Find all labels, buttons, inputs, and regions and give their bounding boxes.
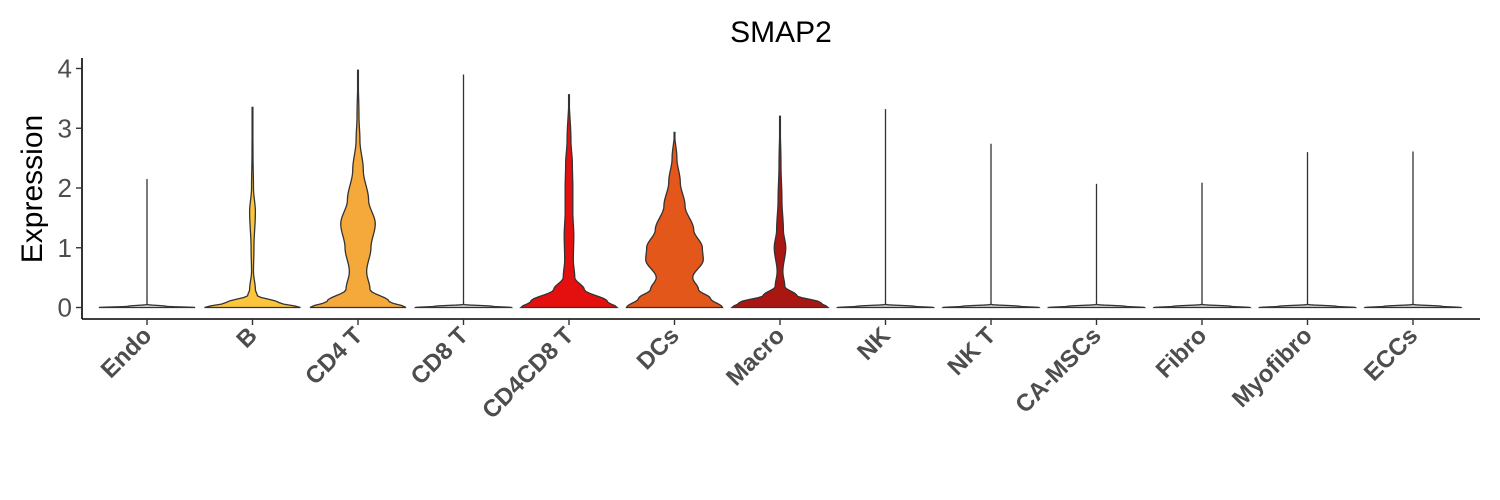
x-tick-label: CD4CD8 T xyxy=(477,322,579,424)
x-tick-label: B xyxy=(231,322,262,353)
violin-endo xyxy=(98,303,196,309)
x-tick-label: Macro xyxy=(721,322,790,391)
x-tick-label: CA-MSCs xyxy=(1010,322,1106,418)
violin-myofibro xyxy=(1257,303,1358,309)
y-tick-label: 2 xyxy=(58,173,72,203)
y-axis-label: Expression xyxy=(16,115,49,263)
violin-dcs xyxy=(625,131,724,309)
x-tick-label: ECCs xyxy=(1359,322,1423,386)
violin-macro xyxy=(730,115,830,309)
x-tick-label: DCs xyxy=(632,322,685,375)
x-tick-label: NK T xyxy=(943,322,1002,381)
violin-eccs xyxy=(1363,303,1463,309)
violin-b xyxy=(204,106,301,309)
violin-nk xyxy=(835,303,936,309)
violin-cd4cd8-t xyxy=(519,94,619,309)
violin-cd8-t xyxy=(413,303,514,309)
violin-group xyxy=(98,69,1463,309)
y-tick-label: 0 xyxy=(58,293,72,323)
y-tick-label: 1 xyxy=(58,233,72,263)
violin-ca-mscs xyxy=(1046,303,1147,309)
x-tick-label: CD8 T xyxy=(406,322,474,390)
x-tick-label: Myofibro xyxy=(1227,322,1318,413)
y-tick-label: 3 xyxy=(58,113,72,143)
x-tick-label: CD4 T xyxy=(300,322,368,390)
x-tick-label: Endo xyxy=(96,322,158,384)
x-tick-label: NK xyxy=(852,322,896,366)
y-tick-label: 4 xyxy=(58,54,72,84)
violin-nk-t xyxy=(941,303,1041,309)
violin-fibro xyxy=(1152,303,1252,309)
violin-cd4-t xyxy=(309,69,407,309)
x-ticks: Endo B CD4 T CD8 T CD4CD8 T DCs Macro NK NK T CA-… xyxy=(96,319,1423,424)
chart-title: SMAP2 xyxy=(730,16,832,49)
x-tick-label: Fibro xyxy=(1151,322,1213,384)
y-ticks: 0 1 2 3 4 xyxy=(58,54,82,323)
